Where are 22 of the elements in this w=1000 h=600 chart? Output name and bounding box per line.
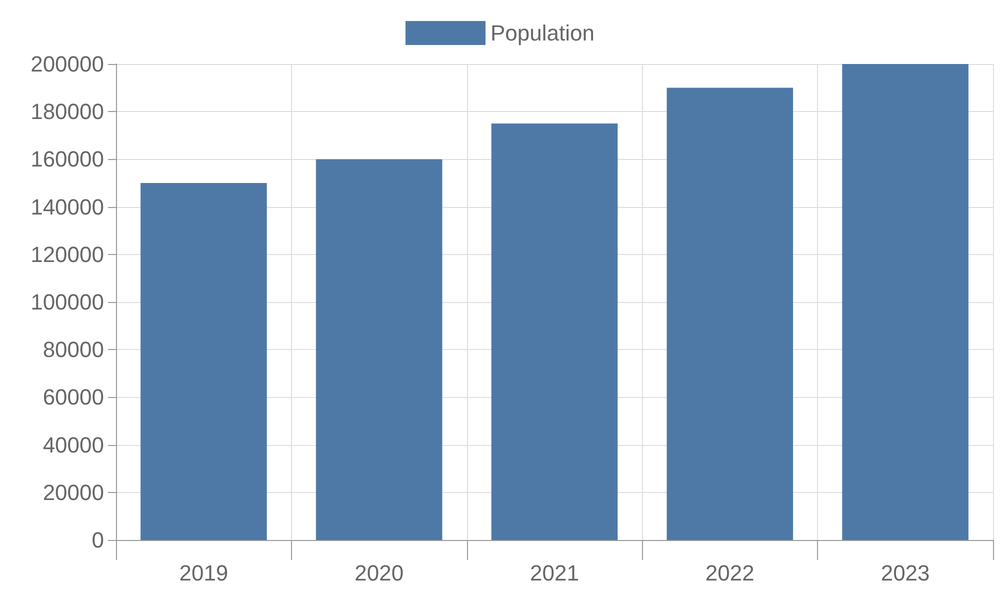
bar [491, 124, 618, 540]
y-tick-label: 60000 [42, 384, 104, 410]
x-tick-label: 2021 [530, 560, 579, 586]
y-tick-label: 160000 [30, 146, 104, 172]
bar [842, 64, 968, 540]
y-tick-label: 120000 [30, 242, 104, 267]
y-tick-label: 40000 [42, 432, 104, 458]
y-tick-label: 100000 [30, 290, 104, 314]
y-tick-label: 140000 [30, 194, 104, 220]
x-tick-label: 2023 [880, 560, 930, 586]
legend-label: Population [490, 20, 594, 46]
x-tick-label: 2022 [705, 560, 754, 586]
y-tick-label: 0 [92, 528, 104, 552]
x-tick-label: 2019 [179, 560, 228, 586]
y-tick-label: 200000 [30, 52, 104, 76]
x-tick-label: 2020 [354, 560, 404, 586]
y-tick-label: 20000 [42, 480, 104, 505]
y-tick-label: 80000 [42, 337, 104, 362]
y-tick-label: 180000 [30, 99, 104, 124]
bar [140, 183, 267, 540]
bar [316, 159, 442, 540]
bar [666, 88, 794, 540]
